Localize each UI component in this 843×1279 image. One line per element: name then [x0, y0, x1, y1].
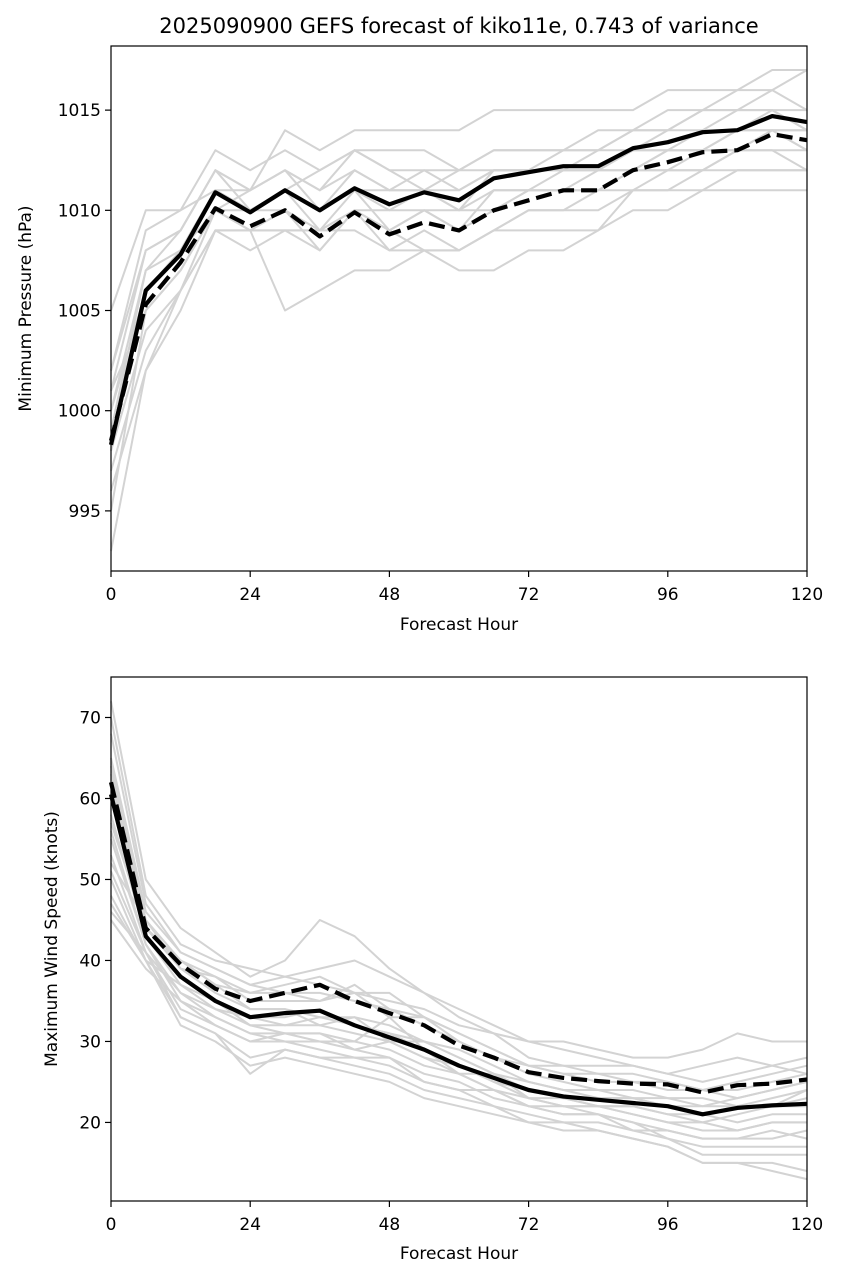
pressure-y-tick-label: 995 — [69, 502, 101, 522]
wind-solid-line — [108, 793, 808, 1117]
wind-member-line — [110, 895, 808, 1140]
wind-member-lines — [110, 701, 808, 1181]
wind-y-tick-label: 20 — [79, 1113, 101, 1133]
wind-member-line — [110, 701, 807, 1059]
wind-y-tick-label: 40 — [79, 951, 101, 971]
wind-x-tick-label: 24 — [239, 1215, 261, 1235]
pressure-y-ticks: 995 1000 1005 1010 1015 — [58, 101, 111, 522]
wind-axes-frame — [110, 676, 808, 1202]
wind-dashed-line — [108, 781, 808, 1095]
wind-member-line — [110, 919, 807, 1124]
wind-x-tick-label: 96 — [657, 1215, 679, 1235]
pressure-panel: 2025090900 GEFS forecast of kiko11e, 0.7… — [16, 14, 823, 635]
pressure-y-tick-label: 1005 — [58, 302, 101, 322]
pressure-x-tick-label: 72 — [518, 585, 540, 605]
pressure-y-axis-label: Minimum Pressure (hPa) — [16, 205, 36, 411]
wind-y-tick-label: 60 — [79, 789, 101, 809]
pressure-member-line — [110, 129, 808, 371]
pressure-y-tick-label: 1010 — [58, 201, 101, 221]
wind-member-line — [110, 733, 808, 1091]
wind-x-axis-label: Forecast Hour — [400, 1244, 518, 1264]
wind-x-ticks: 0 24 48 72 96 120 — [106, 1201, 823, 1235]
wind-series-lines — [108, 781, 808, 1117]
pressure-y-tick-label: 1000 — [58, 402, 101, 422]
wind-x-tick-label: 48 — [379, 1215, 401, 1235]
wind-x-tick-label: 120 — [791, 1215, 823, 1235]
pressure-member-line — [110, 69, 807, 311]
pressure-x-tick-label: 96 — [657, 585, 679, 605]
pressure-x-tick-label: 0 — [106, 585, 117, 605]
wind-y-axis-label: Maximum Wind Speed (knots) — [42, 811, 62, 1067]
pressure-x-tick-label: 120 — [791, 585, 823, 605]
pressure-x-ticks: 0 24 48 72 96 120 — [106, 571, 823, 605]
pressure-x-tick-label: 48 — [379, 585, 401, 605]
pressure-x-axis-label: Forecast Hour — [400, 615, 518, 635]
wind-x-tick-label: 0 — [106, 1215, 117, 1235]
wind-x-tick-label: 72 — [518, 1215, 540, 1235]
wind-y-ticks: 20 30 40 50 60 70 — [79, 708, 111, 1133]
pressure-dashed-line — [108, 132, 808, 442]
wind-y-tick-label: 30 — [79, 1032, 101, 1052]
wind-member-line — [110, 879, 808, 1181]
pressure-solid-line — [108, 113, 808, 446]
wind-member-line — [110, 717, 808, 1075]
pressure-y-tick-label: 1015 — [58, 101, 101, 121]
pressure-member-line — [110, 109, 807, 431]
pressure-member-line — [110, 169, 807, 552]
chart-title: 2025090900 GEFS forecast of kiko11e, 0.7… — [159, 14, 758, 38]
pressure-axes-frame — [110, 45, 808, 572]
pressure-series-lines — [108, 113, 808, 446]
wind-y-tick-label: 70 — [79, 708, 101, 728]
wind-member-line — [110, 862, 808, 1108]
wind-y-tick-label: 50 — [79, 870, 101, 890]
pressure-member-line — [110, 109, 808, 411]
pressure-x-tick-label: 24 — [239, 585, 261, 605]
